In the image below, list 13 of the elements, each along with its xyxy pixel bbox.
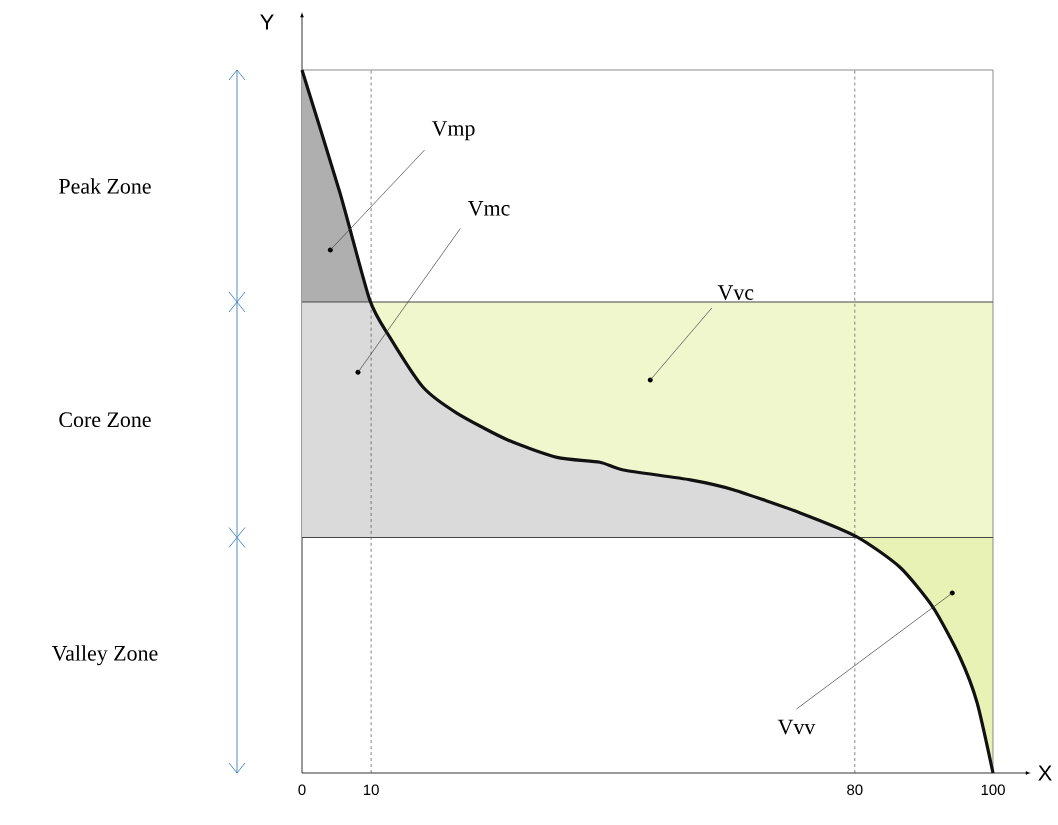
x-tick-label: 0 [298,784,306,796]
x-tick-label: 80 [847,784,863,796]
x-axis-title: X [1038,765,1052,781]
text: Peak Zone [59,178,151,194]
annotation: Vmc [467,201,510,216]
y-axis-title: Y [260,14,274,30]
annotation: Vmp [431,121,475,141]
text: Valley Zone [51,645,158,666]
x-tick-label: 10 [363,784,379,796]
annotation: Vvc [717,285,754,300]
x-tick-label: 100 [981,784,1005,796]
text: Core Zone [59,412,151,428]
annotation: Vvv [777,719,816,735]
